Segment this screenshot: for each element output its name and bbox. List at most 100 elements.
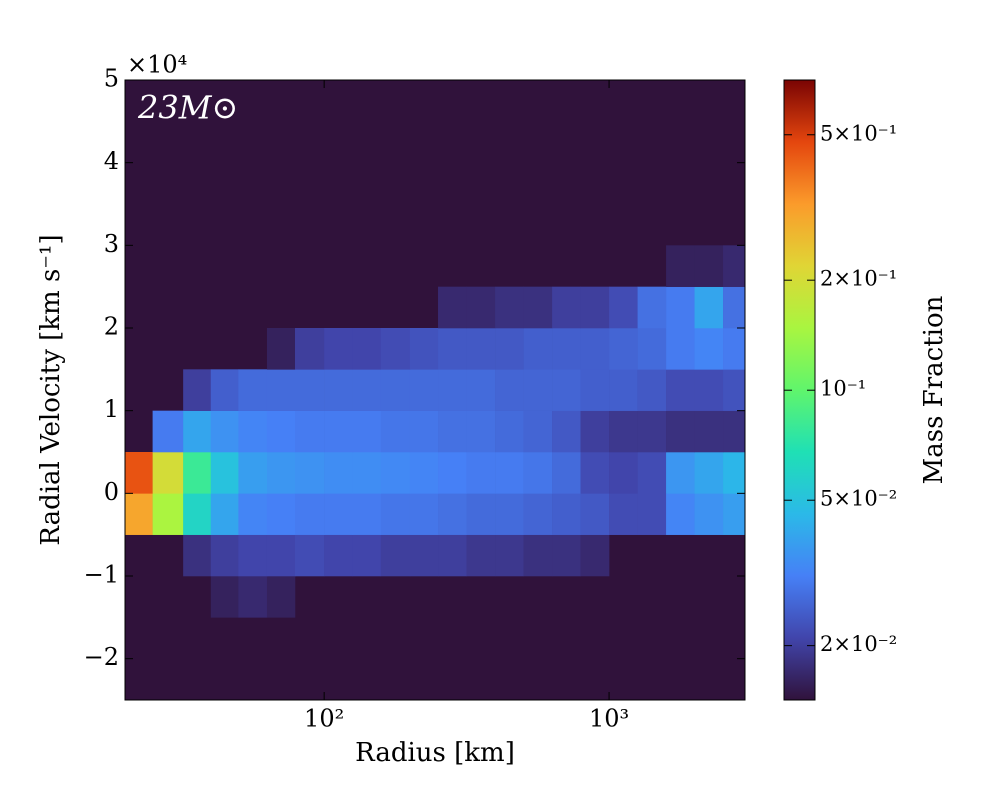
heatmap-cell: [183, 493, 212, 535]
heatmap-cell: [352, 328, 382, 370]
heatmap-cell: [552, 410, 581, 453]
y-tick-label: 3: [104, 230, 119, 258]
heatmap-cell: [438, 369, 467, 411]
heatmap-cell: [495, 534, 524, 577]
heatmap-cell: [238, 369, 268, 411]
heatmap-cell: [723, 410, 746, 453]
heatmap-cell: [495, 452, 524, 494]
heatmap-cell: [495, 286, 524, 329]
heatmap-cell: [466, 493, 496, 535]
heatmap-cell: [183, 369, 212, 411]
heatmap-cell: [125, 452, 153, 494]
heatmap-cell: [210, 534, 239, 577]
heatmap-cell: [609, 369, 638, 411]
heatmap-cell: [125, 493, 153, 535]
heatmap-cell: [294, 534, 325, 577]
heatmap-cell: [324, 452, 354, 494]
heatmap-cell: [183, 410, 212, 453]
heatmap-cell: [324, 534, 354, 577]
heatmap-cell: [694, 328, 724, 370]
heatmap-cell: [466, 286, 496, 329]
heatmap-cell: [409, 452, 439, 494]
heatmap-cell: [438, 328, 467, 370]
heatmap-cell: [523, 369, 553, 411]
heatmap-cell: [266, 493, 296, 535]
heatmap-cell: [523, 286, 553, 329]
heatmap-cell: [238, 576, 268, 618]
heatmap-cell: [723, 328, 746, 370]
heatmap-cell: [238, 534, 268, 577]
heatmap-cell: [495, 493, 524, 535]
heatmap-cell: [723, 245, 746, 287]
heatmap-cell: [294, 452, 325, 494]
heatmap-cell: [694, 245, 724, 287]
heatmap-cell: [637, 369, 667, 411]
heatmap-cell: [694, 286, 724, 329]
heatmap-cell: [523, 328, 553, 370]
heatmap-cell: [666, 328, 695, 370]
heatmap-cells: [125, 245, 746, 618]
y-tick-label: 1: [104, 395, 119, 423]
heatmap-cell: [609, 452, 638, 494]
colorbar-label: Mass Fraction: [919, 295, 949, 484]
heatmap-cell: [637, 410, 667, 453]
heatmap-cell: [438, 452, 467, 494]
heatmap-cell: [266, 534, 296, 577]
x-axis-label: Radius [km]: [355, 738, 515, 768]
heatmap-cell: [580, 493, 610, 535]
heatmap-cell: [637, 493, 667, 535]
heatmap-cell: [552, 286, 581, 329]
colorbar-tick-label: 2×10⁻¹: [820, 267, 897, 291]
y-tick-label: −1: [84, 561, 119, 589]
heatmap-cell: [580, 286, 610, 329]
heatmap-cell: [666, 286, 695, 329]
heatmap-cell: [637, 328, 667, 370]
heatmap-cell: [266, 369, 296, 411]
heatmap-cell: [294, 493, 325, 535]
heatmap-cell: [723, 493, 746, 535]
heatmap-cell: [210, 493, 239, 535]
heatmap-cell: [438, 286, 467, 329]
heatmap-cell: [409, 534, 439, 577]
heatmap-cell: [723, 286, 746, 329]
heatmap-cell: [466, 369, 496, 411]
heatmap-cell: [609, 328, 638, 370]
heatmap-cell: [580, 328, 610, 370]
heatmap-cell: [694, 410, 724, 453]
heatmap-cell: [723, 452, 746, 494]
heatmap-cell: [694, 369, 724, 411]
heatmap-cell: [637, 452, 667, 494]
heatmap-cell: [380, 452, 411, 494]
heatmap-cell: [580, 410, 610, 453]
heatmap-cell: [183, 452, 212, 494]
y-tick-label: 2: [104, 313, 119, 341]
heatmap-cell: [438, 493, 467, 535]
heatmap-cell: [523, 534, 553, 577]
heatmap-cell: [324, 369, 354, 411]
heatmap-cell: [152, 452, 184, 494]
heatmap-cell: [609, 410, 638, 453]
heatmap-cell: [666, 369, 695, 411]
colorbar-tick-label: 5×10⁻²: [820, 487, 897, 511]
heatmap-cell: [495, 369, 524, 411]
heatmap-cell: [380, 328, 411, 370]
heatmap-cell: [152, 493, 184, 535]
heatmap-cell: [183, 534, 212, 577]
x-tick-label: 10²: [304, 705, 344, 733]
heatmap-cell: [637, 286, 667, 329]
heatmap-cell: [466, 328, 496, 370]
heatmap-cell: [324, 328, 354, 370]
heatmap-cell: [523, 452, 553, 494]
heatmap-cell: [666, 452, 695, 494]
heatmap-cell: [266, 576, 296, 618]
heatmap-cell: [466, 534, 496, 577]
y-axis-label: Radial Velocity [km s⁻¹]: [36, 234, 66, 545]
heatmap-cell: [552, 534, 581, 577]
heatmap-cell: [409, 493, 439, 535]
y-tick-label: 5: [104, 65, 119, 93]
heatmap-cell: [723, 369, 746, 411]
heatmap-cell: [380, 493, 411, 535]
heatmap-cell: [438, 410, 467, 453]
colorbar-tick-label: 2×10⁻²: [820, 632, 897, 656]
heatmap-cell: [409, 328, 439, 370]
